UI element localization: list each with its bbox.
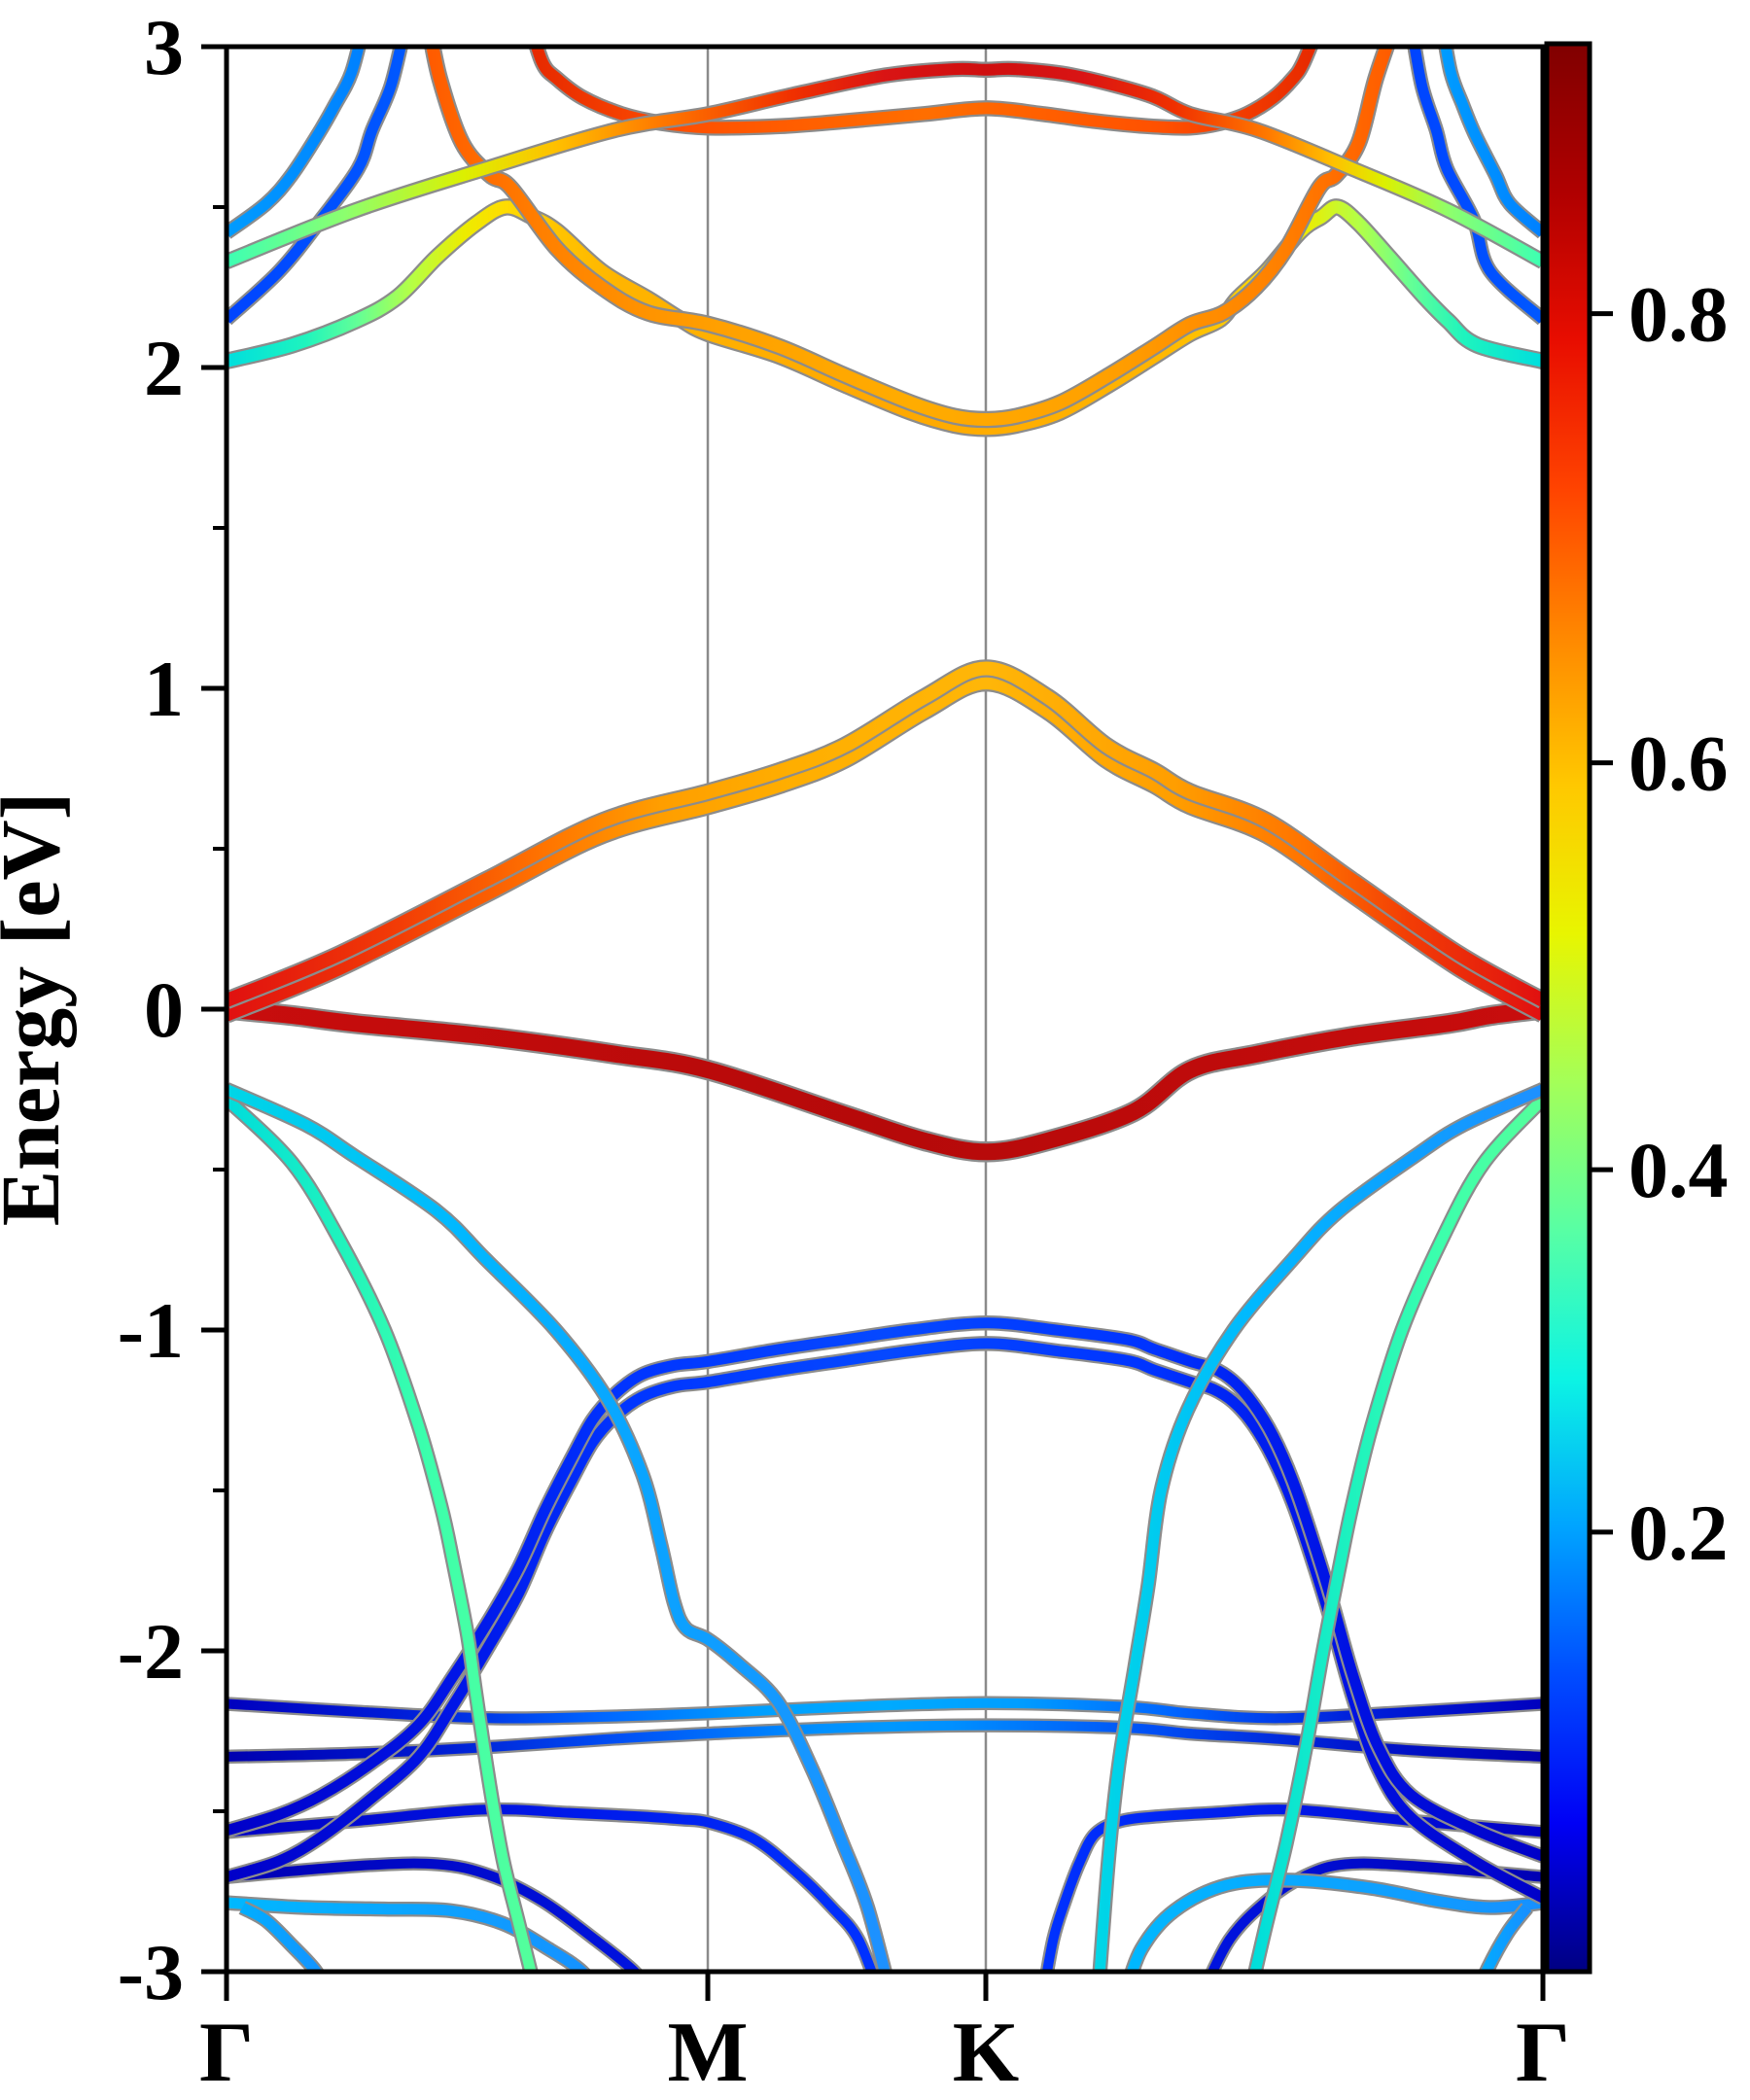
colorbar-tick-label-0.2: 0.2 <box>1628 1488 1729 1577</box>
y-tick-label--3: -3 <box>118 1928 184 2016</box>
x-tick-label-K: K <box>953 2006 1019 2100</box>
band-flat-D1 <box>227 1698 1543 1724</box>
band-cond-blue2-right <box>1409 47 1543 324</box>
band-navy-pair-upper <box>227 1317 1543 1862</box>
x-tick-label-Γ: Γ <box>1516 2006 1570 2100</box>
band-cond-cyan-yellow-arc <box>227 200 1543 436</box>
y-tick-label--1: -1 <box>118 1286 184 1375</box>
colorbar-border <box>1544 41 1592 1975</box>
y-tick-label-3: 3 <box>144 3 184 91</box>
band-cyan-bottom-right-fork <box>1480 1904 1532 1972</box>
band-cond-green-red-band <box>227 62 1543 267</box>
x-tick-label-M: M <box>667 2006 748 2100</box>
band-valence-arc-lower <box>227 676 1543 1022</box>
band-flat-D2 <box>227 1720 1543 1762</box>
band-steep-green-left <box>227 1095 537 1972</box>
bands-layer <box>227 47 1543 1972</box>
band-steep-cyan-right <box>1094 1084 1543 1972</box>
band-cyan-bottom-right <box>1126 1874 1543 1972</box>
band-cond-blue1-left <box>227 47 365 237</box>
colorbar-tick-label-0.4: 0.4 <box>1628 1126 1729 1214</box>
band-cond-blue1-right <box>1440 47 1543 237</box>
y-axis-label: Energy [eV] <box>0 792 77 1227</box>
band-cyan-bottom-left-fork <box>239 1903 323 1972</box>
band-navy-N1-right <box>1041 1804 1543 1972</box>
band-valence-top-red <box>227 1000 1543 1161</box>
y-tick-label-1: 1 <box>144 645 184 733</box>
y-tick-label-0: 0 <box>144 965 184 1054</box>
band-valence-arc-upper <box>227 661 1543 1007</box>
colorbar-tick-label-0.6: 0.6 <box>1628 719 1729 808</box>
band-cyan-bottom-left <box>227 1897 590 1972</box>
band-steep-cyan-left <box>227 1084 891 1972</box>
band-navy-N1-left <box>227 1804 877 1972</box>
y-tick-label--2: -2 <box>118 1607 184 1696</box>
colorbar-tick-label-0.8: 0.8 <box>1628 270 1729 359</box>
band-steep-green-right <box>1249 1095 1543 1972</box>
band-navy-N2-right <box>1207 1858 1543 1972</box>
band-cond-orange-steep <box>426 47 1393 426</box>
y-tick-label-2: 2 <box>144 324 184 412</box>
band-cond-blue2-left <box>227 47 406 324</box>
x-tick-label-Γ: Γ <box>199 2006 254 2100</box>
band-cond-flat-orange <box>530 47 1317 134</box>
colorbar <box>1547 44 1590 1972</box>
band-navy-N2-left <box>227 1858 642 1972</box>
